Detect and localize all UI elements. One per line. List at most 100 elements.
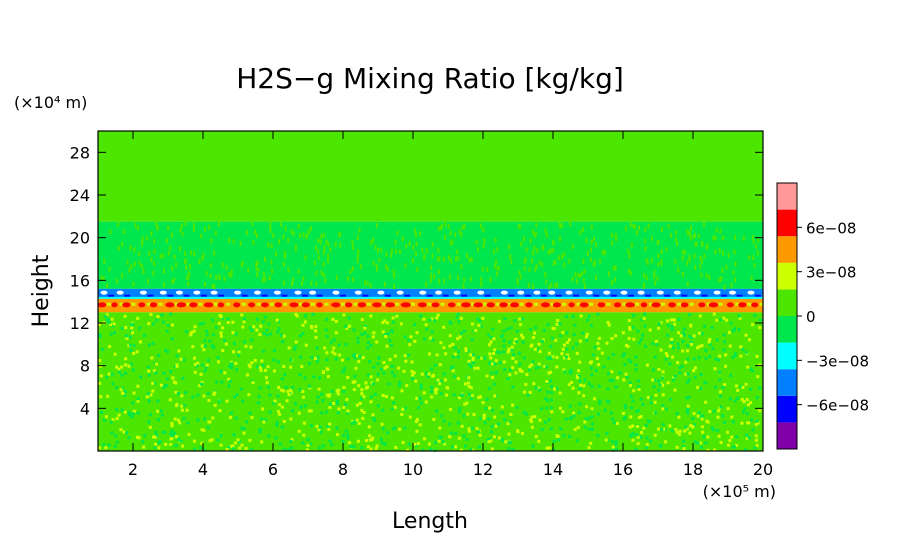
- field-speck: [334, 319, 338, 323]
- field-speck: [152, 435, 156, 439]
- field-speck: [412, 371, 416, 375]
- field-speck: [719, 318, 723, 322]
- field-speck: [298, 373, 302, 377]
- field-speck: [741, 348, 745, 352]
- field-speck: [347, 316, 351, 320]
- field-speck: [219, 443, 223, 447]
- field-speck: [315, 281, 318, 287]
- field-speck: [492, 435, 496, 439]
- field-speck: [562, 434, 566, 438]
- field-speck: [692, 233, 695, 239]
- field-speck: [516, 329, 520, 333]
- field-speck: [374, 447, 378, 451]
- field-speck: [279, 388, 283, 392]
- field-speck: [304, 314, 308, 318]
- field-speck: [669, 232, 672, 238]
- field-speck: [670, 341, 674, 345]
- field-speck: [724, 353, 728, 357]
- field-speck: [700, 240, 703, 246]
- field-speck: [522, 390, 526, 394]
- field-speck: [608, 378, 612, 382]
- field-speck: [508, 340, 512, 344]
- field-speck: [158, 440, 162, 444]
- field-speck: [152, 322, 156, 326]
- field-speck: [496, 422, 500, 426]
- field-speck: [693, 375, 697, 379]
- field-speck: [362, 294, 369, 297]
- field-speck: [657, 322, 661, 326]
- field-speck: [261, 302, 269, 308]
- field-speck: [746, 403, 750, 407]
- field-speck: [301, 302, 310, 308]
- field-speck: [442, 372, 446, 376]
- field-speck: [614, 334, 618, 338]
- field-speck: [469, 448, 473, 452]
- field-speck: [330, 389, 334, 393]
- field-speck: [99, 374, 103, 378]
- field-speck: [213, 284, 216, 290]
- field-speck: [336, 432, 340, 436]
- field-speck: [298, 232, 301, 238]
- field-speck: [371, 335, 375, 339]
- field-speck: [644, 238, 647, 244]
- field-speck: [717, 409, 721, 413]
- field-speck: [107, 317, 111, 321]
- field-speck: [517, 223, 520, 229]
- field-speck: [615, 236, 618, 242]
- field-speck: [470, 322, 474, 326]
- field-speck: [642, 426, 646, 430]
- field-speck: [467, 385, 471, 389]
- field-speck: [325, 351, 329, 355]
- field-speck: [214, 326, 218, 330]
- field-speck: [700, 417, 704, 421]
- field-speck: [721, 414, 725, 418]
- field-speck: [484, 294, 491, 297]
- field-speck: [302, 433, 306, 437]
- field-speck: [308, 361, 312, 365]
- field-speck: [138, 340, 142, 344]
- field-speck: [384, 395, 388, 399]
- field-speck: [471, 361, 475, 365]
- field-speck: [747, 421, 751, 425]
- field-speck: [595, 275, 598, 281]
- field-speck: [682, 271, 685, 277]
- field-speck: [272, 401, 276, 405]
- field-speck: [758, 326, 762, 330]
- field-speck: [290, 446, 294, 450]
- field-speck: [343, 366, 347, 370]
- field-speck: [301, 323, 305, 327]
- field-speck: [589, 324, 593, 328]
- field-speck: [207, 398, 211, 402]
- field-speck: [634, 363, 638, 367]
- field-speck: [173, 417, 177, 421]
- field-speck: [422, 317, 426, 321]
- field-speck: [240, 313, 244, 317]
- field-speck: [372, 237, 375, 243]
- field-speck: [607, 400, 611, 404]
- field-speck: [661, 407, 665, 411]
- field-speck: [154, 430, 158, 434]
- colorbar-tick-label: 3e−08: [806, 264, 856, 282]
- field-speck: [324, 278, 327, 284]
- field-speck: [360, 332, 364, 336]
- field-speck: [493, 415, 497, 419]
- field-speck: [179, 357, 183, 361]
- field-speck: [482, 227, 485, 233]
- field-speck: [167, 294, 174, 297]
- field-speck: [230, 411, 234, 415]
- field-speck: [597, 347, 601, 351]
- field-speck: [548, 379, 552, 383]
- field-speck: [311, 312, 315, 316]
- field-speck: [203, 417, 207, 421]
- field-speck: [466, 381, 470, 385]
- field-speck: [492, 248, 495, 254]
- field-speck: [397, 384, 401, 388]
- field-speck: [623, 363, 627, 367]
- field-speck: [165, 377, 169, 381]
- field-speck: [265, 328, 269, 332]
- field-speck: [658, 444, 662, 448]
- field-speck: [437, 247, 440, 253]
- field-speck: [495, 302, 500, 306]
- field-speck: [713, 385, 717, 389]
- field-speck: [290, 229, 293, 235]
